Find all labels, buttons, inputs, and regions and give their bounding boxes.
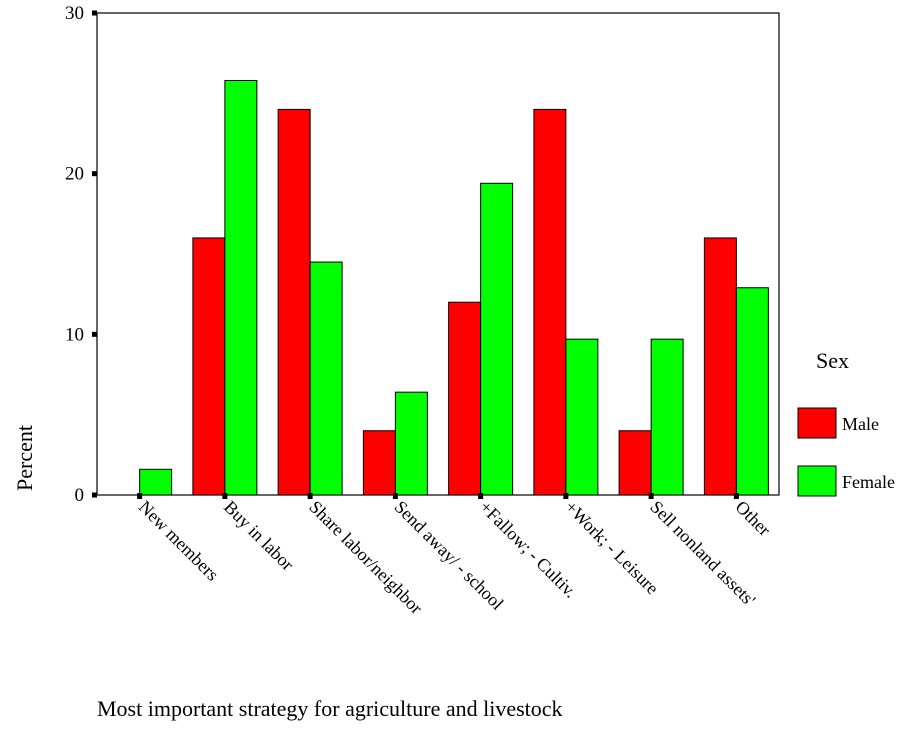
legend: Sex Male Female <box>797 348 895 497</box>
plot-area <box>96 12 780 496</box>
x-tick-mark <box>222 493 228 499</box>
bar-male-1 <box>192 237 226 496</box>
bar-male-6 <box>618 430 652 496</box>
bar-male-2 <box>277 108 311 496</box>
y-tick-mark <box>92 10 97 16</box>
x-tick-mark <box>648 493 654 499</box>
bar-female-7 <box>735 287 769 496</box>
bar-female-6 <box>650 338 684 496</box>
bar-male-5 <box>533 108 567 496</box>
bar-female-1 <box>224 79 258 496</box>
x-tick-label: New members <box>135 497 223 585</box>
legend-swatch-male <box>797 407 837 439</box>
legend-label-male: Male <box>842 414 879 434</box>
y-tick-mark <box>92 171 97 177</box>
y-tick-mark <box>92 492 97 498</box>
bar-female-2 <box>309 261 343 496</box>
x-tick-mark <box>392 493 398 499</box>
bar-female-5 <box>565 338 599 496</box>
x-tick-label: Buy in labor <box>220 497 298 575</box>
y-axis-title: Percent <box>12 425 37 491</box>
legend-title: Sex <box>816 348 849 373</box>
bar-female-4 <box>480 182 514 496</box>
x-axis-title: Most important strategy for agriculture … <box>97 696 563 721</box>
y-tick-label: 10 <box>65 324 84 345</box>
x-tick-mark <box>733 493 739 499</box>
bars <box>139 79 769 496</box>
y-tick-label: 0 <box>75 485 85 506</box>
y-tick-label: 20 <box>65 164 84 185</box>
x-tick-mark <box>563 493 569 499</box>
legend-label-female: Female <box>842 472 895 492</box>
bar-male-4 <box>448 301 482 496</box>
x-tick-mark <box>307 493 313 499</box>
bar-male-7 <box>703 237 737 496</box>
bar-female-0 <box>139 468 173 496</box>
bar-female-3 <box>394 391 428 496</box>
x-tick-label: Other <box>732 497 775 540</box>
bar-male-3 <box>362 430 396 496</box>
x-tick-mark <box>478 493 484 499</box>
x-tick-mark <box>137 493 143 499</box>
y-axis: 0 10 20 30 <box>65 3 97 506</box>
y-tick-label: 30 <box>65 3 84 24</box>
y-tick-mark <box>92 331 97 337</box>
legend-swatch-female <box>797 465 837 497</box>
